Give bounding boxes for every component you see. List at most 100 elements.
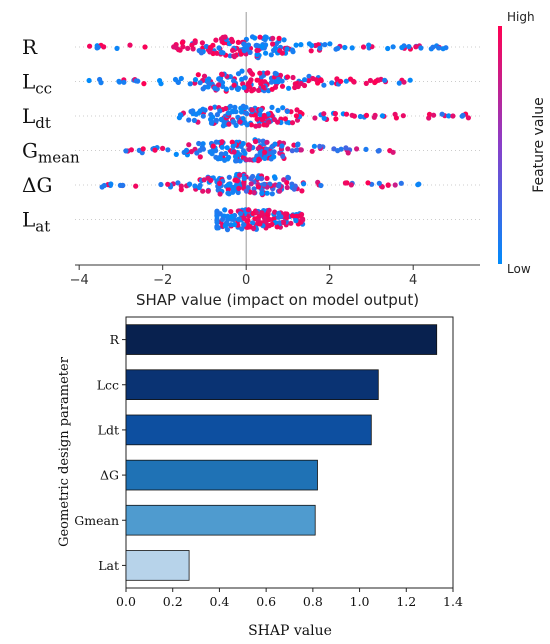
shap-point: [219, 144, 225, 150]
shap-point: [236, 185, 242, 191]
shap-point: [235, 71, 242, 77]
shap-point: [249, 107, 255, 113]
shap-point: [298, 147, 304, 153]
shap-point: [214, 224, 220, 230]
shap-point: [311, 143, 317, 149]
shap-point: [281, 219, 287, 225]
shap-point: [295, 141, 301, 147]
x-tick-label: −2: [153, 273, 172, 288]
shap-point: [240, 140, 246, 147]
shap-point: [277, 220, 283, 226]
shap-point: [240, 103, 246, 109]
shap-point: [229, 213, 235, 220]
shap-point: [259, 190, 265, 196]
shap-point: [217, 180, 223, 186]
shap-point: [285, 146, 291, 152]
shap-point: [200, 113, 206, 119]
shap-point: [334, 76, 340, 82]
shap-point: [255, 43, 261, 49]
shap-point: [86, 77, 92, 84]
bar-x-tick-label: 1.0: [350, 594, 370, 609]
shap-point: [284, 215, 290, 221]
shap-point: [257, 34, 263, 40]
shap-point: [243, 157, 249, 163]
shap-point: [205, 175, 211, 181]
shap-point: [213, 117, 219, 123]
shap-point: [120, 182, 126, 188]
shap-point: [276, 35, 282, 42]
shap-point: [216, 82, 222, 88]
shap-point: [217, 191, 223, 197]
shap-point: [440, 46, 446, 52]
bar-Lat: [125, 550, 190, 581]
bar-y-axis-title: Geometric design parameter: [57, 356, 72, 547]
shap-point: [160, 145, 166, 151]
shap-point: [220, 216, 226, 222]
shap-point: [201, 73, 208, 79]
shap-point: [399, 44, 405, 51]
shap-point: [101, 182, 107, 189]
shap-point: [273, 41, 280, 47]
shap-point: [279, 78, 285, 84]
shap-point: [284, 184, 290, 191]
shap-point: [274, 224, 280, 230]
shap-point: [261, 112, 267, 119]
shap-point: [194, 150, 200, 156]
shap-point: [460, 112, 466, 118]
shap-point: [288, 220, 294, 226]
shap-point: [228, 209, 234, 215]
shap-point: [426, 111, 433, 117]
shap-point: [296, 213, 302, 219]
shap-point: [133, 183, 139, 189]
bar-category-labels: R Lcc Ldt ΔG Gmean Lat: [74, 332, 126, 573]
shap-point: [241, 181, 247, 187]
shap-point: [263, 50, 269, 56]
shap-point: [317, 143, 323, 149]
shap-point: [236, 85, 242, 91]
shap-point: [284, 74, 291, 80]
shap-point: [290, 74, 296, 81]
shap-point: [121, 79, 127, 85]
shap-point: [197, 154, 203, 160]
feature-label-Lat: Lat: [22, 208, 50, 236]
shap-point: [248, 181, 254, 187]
shap-point: [382, 77, 388, 83]
shap-point: [205, 84, 211, 90]
shap-point: [313, 77, 319, 83]
bar-label-Lat: Lat: [98, 558, 119, 573]
shap-point: [230, 143, 236, 149]
shap-point: [321, 111, 327, 117]
shap-point: [87, 43, 93, 49]
shap-point: [188, 108, 194, 115]
shap-point: [219, 71, 225, 77]
shap-point: [214, 219, 220, 225]
shap-point: [157, 78, 163, 84]
shap-point: [222, 157, 228, 163]
shap-point: [276, 183, 282, 189]
shap-point: [207, 49, 213, 55]
shap-point: [198, 50, 204, 56]
shap-point: [431, 112, 437, 118]
shap-point: [436, 45, 442, 51]
shap-point: [244, 122, 250, 128]
shap-point: [272, 209, 278, 215]
shap-point: [278, 214, 284, 220]
shap-point: [305, 78, 312, 84]
shap-point: [293, 113, 299, 119]
shap-point: [333, 116, 339, 122]
shap-point: [201, 177, 207, 183]
shap-point: [379, 113, 386, 119]
shap-point: [223, 150, 229, 157]
shap-point: [266, 119, 272, 125]
shap-point: [205, 188, 211, 194]
shap-point: [98, 80, 104, 86]
shap-point: [272, 45, 279, 51]
shap-point: [366, 42, 372, 48]
shap-point: [255, 175, 261, 181]
shap-point: [262, 79, 268, 85]
shap-point: [279, 50, 285, 56]
shap-point: [192, 39, 198, 46]
shap-point: [298, 80, 304, 87]
shap-point: [363, 146, 369, 152]
shap-point: [294, 147, 300, 153]
